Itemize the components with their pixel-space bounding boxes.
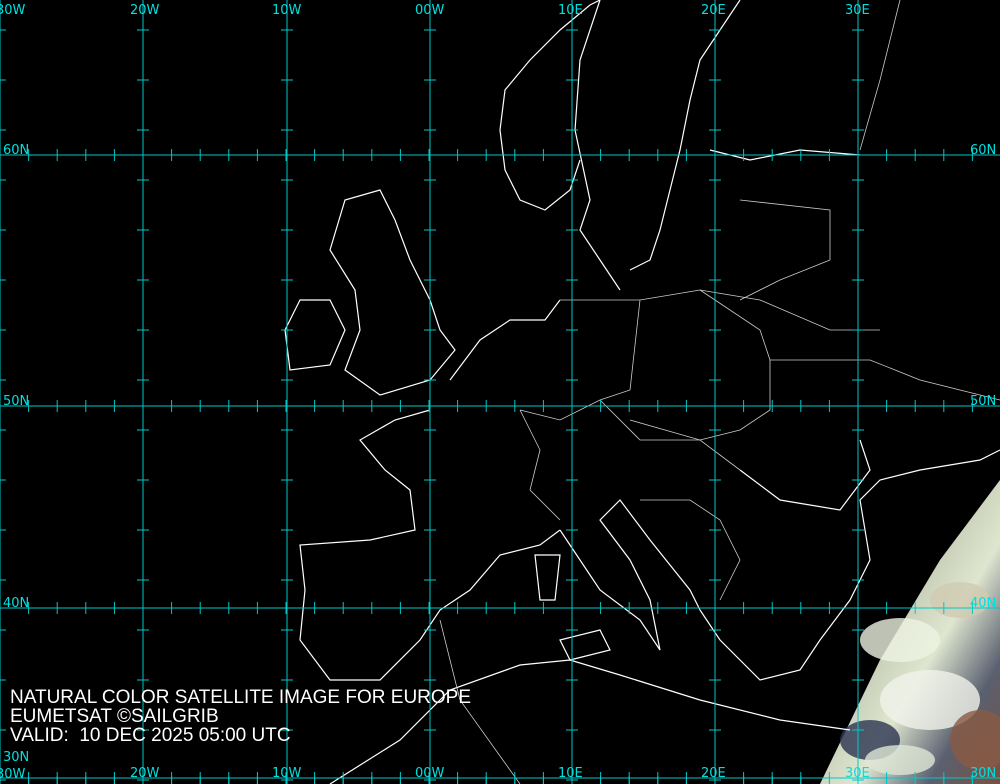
lon-label-bottom: 30E: [845, 766, 870, 781]
border-segment: [739, 199, 831, 301]
map-caption: NATURAL COLOR SATELLITE IMAGE FOR EUROPE…: [10, 688, 471, 745]
coastline-segment: [329, 189, 456, 396]
border-segment: [859, 0, 901, 151]
lon-label-top: 20W: [130, 3, 160, 18]
lat-label-right: 60N: [970, 143, 997, 158]
border-segment: [519, 409, 561, 521]
lon-label-top: 30E: [845, 3, 870, 18]
lon-label-top: 10E: [558, 3, 583, 18]
cloud-patch: [860, 618, 940, 662]
coastline-segment: [559, 499, 701, 651]
border-segment: [629, 289, 771, 441]
coastline-segment: [284, 299, 346, 371]
border-segment: [770, 359, 1000, 401]
coastline-segment: [629, 0, 741, 271]
coastline-segment: [574, 0, 621, 291]
lon-label-bottom: 20W: [130, 766, 160, 781]
coastline-segment: [449, 299, 561, 381]
cloud-patch: [865, 745, 935, 775]
coastline-segment: [534, 554, 561, 601]
lon-label-top: 30W: [0, 3, 26, 18]
lat-label-left: 60N: [3, 143, 30, 158]
coastline-segment: [299, 409, 561, 681]
lon-label-top: 10W: [272, 3, 302, 18]
caption-valid-time: VALID: 10 DEC 2025 05:00 UTC: [10, 725, 291, 746]
coastline-segment: [559, 629, 611, 661]
border-segment: [560, 289, 880, 331]
border-segment: [640, 499, 741, 601]
border-segment: [599, 399, 741, 471]
lon-label-bottom: 00W: [415, 766, 445, 781]
border-segment: [439, 619, 521, 784]
border-segment: [519, 299, 641, 421]
lon-label-top: 00W: [415, 3, 445, 18]
lat-label-right: 50N: [970, 394, 997, 409]
lon-label-bottom: 20E: [701, 766, 726, 781]
lon-label-bottom: 10E: [558, 766, 583, 781]
lon-label-bottom: 30W: [0, 767, 26, 782]
caption-credit: EUMETSAT ©SAILGRIB: [10, 706, 219, 727]
coastline-segment: [739, 439, 871, 511]
lon-label-top: 20E: [701, 3, 726, 18]
lon-label-bottom: 10W: [272, 766, 302, 781]
lat-label-left: 40N: [3, 596, 30, 611]
lat-label-right: 30N: [970, 766, 997, 781]
cloud-patch: [880, 670, 980, 730]
country-borders: [439, 0, 1000, 784]
lat-label-right: 40N: [970, 596, 997, 611]
lat-label-left: 50N: [3, 394, 30, 409]
cloud-patch: [950, 710, 1000, 770]
cloud-patch: [930, 582, 990, 618]
caption-title: NATURAL COLOR SATELLITE IMAGE FOR EUROPE: [10, 687, 472, 708]
lat-label-left: 30N: [3, 750, 30, 765]
